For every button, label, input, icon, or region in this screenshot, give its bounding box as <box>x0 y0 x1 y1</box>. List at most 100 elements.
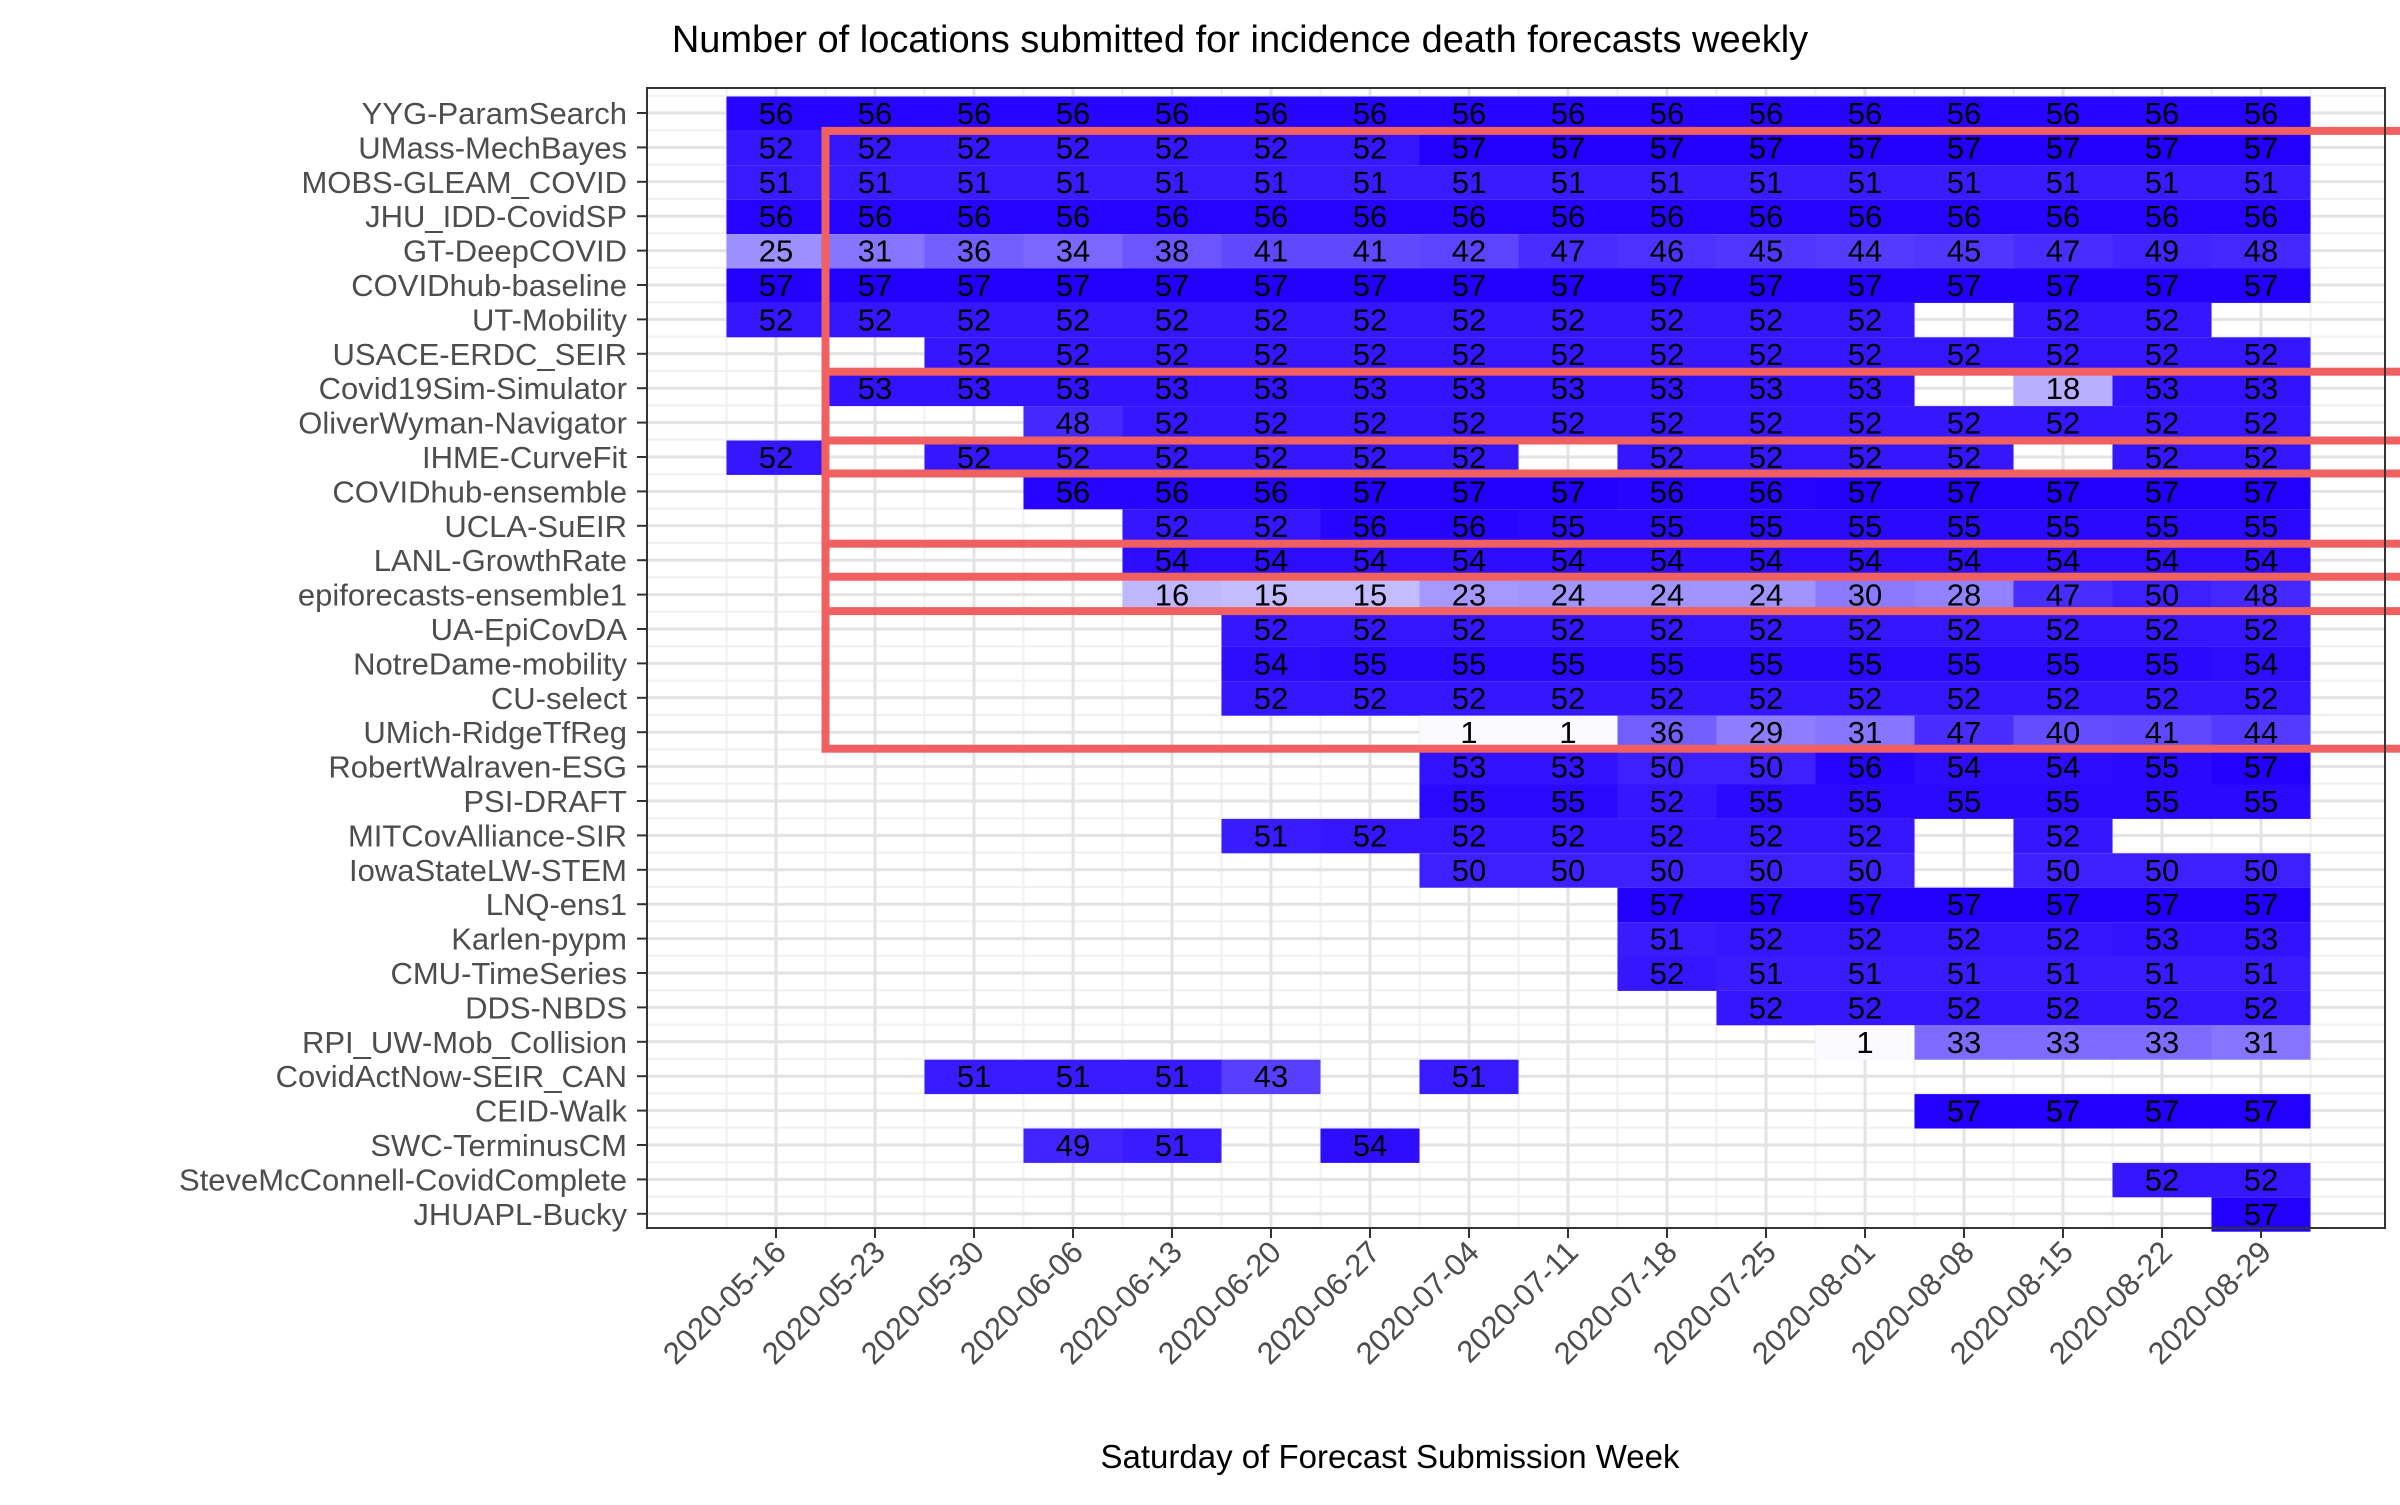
tile-label: 56 <box>957 96 991 131</box>
tile-label: 51 <box>1551 165 1585 200</box>
tile-label: 51 <box>1650 922 1684 957</box>
tile-label: 52 <box>1452 612 1486 647</box>
tile-label: 52 <box>1551 406 1585 441</box>
tile-label: 33 <box>1947 1025 1981 1060</box>
y-tick-label-lanl-growthrate: LANL-GrowthRate <box>374 543 627 578</box>
tile-label: 43 <box>1254 1059 1288 1094</box>
tile-label: 52 <box>1353 337 1387 372</box>
tile-label: 52 <box>1848 302 1882 337</box>
y-tick-label-epiforecasts-ensemble1: epiforecasts-ensemble1 <box>298 578 627 613</box>
tile-label: 57 <box>2145 474 2179 509</box>
tile-label: 50 <box>1452 853 1486 888</box>
y-tick-label-mitcovalliance-sir: MITCovAlliance-SIR <box>348 818 627 853</box>
tile-label: 52 <box>957 130 991 165</box>
tile-label: 56 <box>2244 199 2278 234</box>
tile-label: 51 <box>1056 1059 1090 1094</box>
tile-label: 55 <box>1848 509 1882 544</box>
tile-label: 57 <box>2244 750 2278 785</box>
tile-label: 52 <box>1155 337 1189 372</box>
tile-label: 36 <box>957 234 991 269</box>
tile-label: 52 <box>1056 337 1090 372</box>
tile-label: 52 <box>1155 406 1189 441</box>
tile-label: 51 <box>2145 956 2179 991</box>
tile-label: 52 <box>1848 990 1882 1025</box>
tile-label: 57 <box>1353 268 1387 303</box>
y-tick-label-cu-select: CU-select <box>491 681 627 716</box>
tile-label: 56 <box>957 199 991 234</box>
tile-label: 50 <box>1650 853 1684 888</box>
y-tick-label-covidhub-baseline: COVIDhub-baseline <box>351 268 627 303</box>
tile-label: 53 <box>1254 371 1288 406</box>
tile-label: 52 <box>1452 681 1486 716</box>
y-tick-label-oliverwyman-navigator: OliverWyman-Navigator <box>298 406 627 441</box>
tile-label: 52 <box>1254 337 1288 372</box>
tile-label: 52 <box>2145 337 2179 372</box>
tile-label: 56 <box>2145 199 2179 234</box>
tile-label: 51 <box>1452 165 1486 200</box>
tile-label: 55 <box>2046 509 2080 544</box>
tile-label: 57 <box>2244 887 2278 922</box>
tile-label: 53 <box>2244 922 2278 957</box>
tile-label: 56 <box>1056 199 1090 234</box>
tile-label: 57 <box>2046 1094 2080 1129</box>
tile-label: 57 <box>2145 268 2179 303</box>
tile-label: 57 <box>1947 130 1981 165</box>
tile-label: 52 <box>1749 922 1783 957</box>
tile-label: 52 <box>1749 681 1783 716</box>
tile-label: 51 <box>1650 165 1684 200</box>
tile-label: 56 <box>1353 199 1387 234</box>
tile-label: 41 <box>1353 234 1387 269</box>
y-tick-label-ihme-curvefit: IHME-CurveFit <box>422 440 627 475</box>
tile-label: 57 <box>1551 130 1585 165</box>
tile-label: 56 <box>1947 199 1981 234</box>
tile-label: 52 <box>2145 1162 2179 1197</box>
tile-label: 56 <box>1848 750 1882 785</box>
tile-label: 50 <box>1650 750 1684 785</box>
tile-label: 55 <box>2145 509 2179 544</box>
tile-label: 52 <box>1749 818 1783 853</box>
y-tick-label-dds-nbds: DDS-NBDS <box>465 990 627 1025</box>
tile-label: 57 <box>1650 887 1684 922</box>
y-tick-label-stevemcconnell-covidcomplete: SteveMcConnell-CovidComplete <box>179 1162 627 1197</box>
tile-label: 51 <box>2244 956 2278 991</box>
tile-label: 53 <box>2244 371 2278 406</box>
tile-label: 56 <box>1353 509 1387 544</box>
tile-label: 51 <box>759 165 793 200</box>
y-tick-label-jhu-idd-covidsp: JHU_IDD-CovidSP <box>365 199 627 234</box>
tile-label: 56 <box>1254 474 1288 509</box>
tile-label: 52 <box>2046 922 2080 957</box>
tile-label: 55 <box>2244 509 2278 544</box>
tile-label: 52 <box>2145 990 2179 1025</box>
tile-label: 52 <box>1452 337 1486 372</box>
tile-label: 56 <box>2046 199 2080 234</box>
tile-label: 56 <box>1254 96 1288 131</box>
tile-label: 57 <box>1749 130 1783 165</box>
tile-label: 53 <box>1551 750 1585 785</box>
tile-label: 47 <box>2046 234 2080 269</box>
y-tick-label-yyg-paramsearch: YYG-ParamSearch <box>362 96 627 131</box>
tile-label: 52 <box>1551 612 1585 647</box>
tile-label: 57 <box>2046 268 2080 303</box>
tile-label: 51 <box>1452 1059 1486 1094</box>
y-tick-label-gt-deepcovid: GT-DeepCOVID <box>403 234 627 269</box>
tile-label: 53 <box>1452 371 1486 406</box>
tile-label: 51 <box>1155 1059 1189 1094</box>
tile-label: 52 <box>1155 130 1189 165</box>
tile-label: 57 <box>2145 887 2179 922</box>
tile-label: 52 <box>2244 337 2278 372</box>
tile-label: 52 <box>1650 784 1684 819</box>
tile-label: 52 <box>1947 337 1981 372</box>
y-tick-label-swc-terminuscm: SWC-TerminusCM <box>370 1128 627 1163</box>
tile-label: 49 <box>2145 234 2179 269</box>
tile-label: 52 <box>2046 818 2080 853</box>
tile-label: 56 <box>1551 199 1585 234</box>
tile-label: 31 <box>2244 1025 2278 1060</box>
tile-label: 57 <box>1452 268 1486 303</box>
tile-label: 52 <box>1353 130 1387 165</box>
tile-label: 52 <box>1254 681 1288 716</box>
tile-label: 55 <box>1452 646 1486 681</box>
tile-label: 53 <box>1848 371 1882 406</box>
tile-label: 57 <box>858 268 892 303</box>
tile-label: 55 <box>1848 646 1882 681</box>
